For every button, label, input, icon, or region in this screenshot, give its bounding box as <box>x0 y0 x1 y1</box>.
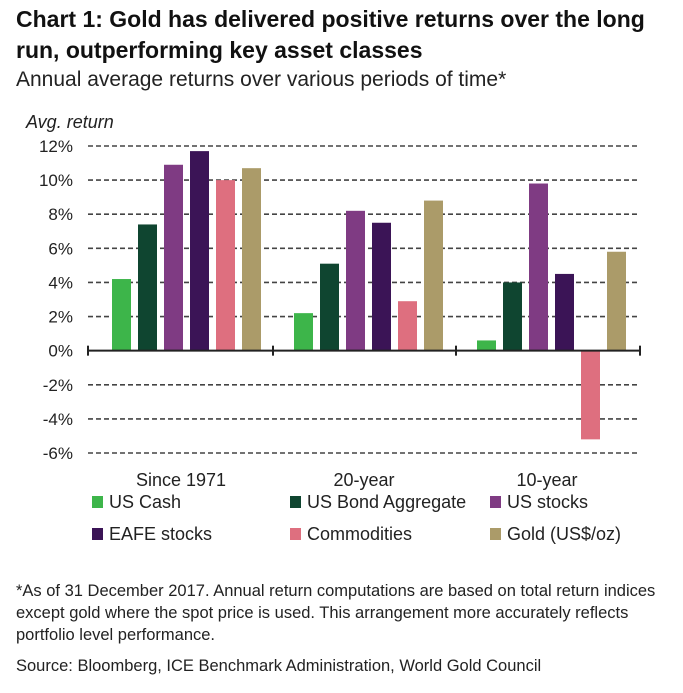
bar-eafe-stocks-1 <box>372 222 391 351</box>
legend-label: EAFE stocks <box>109 524 212 544</box>
bar-us-stocks-0 <box>164 164 183 351</box>
legend-label: Commodities <box>307 524 412 544</box>
legend-swatch <box>290 496 301 508</box>
bar-commodities-2 <box>581 350 600 440</box>
y-tick-label: 8% <box>48 205 73 224</box>
legend-swatch <box>92 528 103 540</box>
bar-gold-us-oz--0 <box>242 168 261 351</box>
bar-us-stocks-2 <box>529 183 548 351</box>
chart-subtitle: Annual average returns over various peri… <box>16 68 507 91</box>
y-axis-label: Avg. return <box>25 112 114 132</box>
chart-title: Chart 1: Gold has delivered positive ret… <box>16 6 645 63</box>
legend-swatch <box>92 496 103 508</box>
bar-us-bond-aggregate-2 <box>503 282 522 351</box>
legend-label: US stocks <box>507 492 588 512</box>
y-tick-label: 0% <box>48 342 73 361</box>
legend-swatch <box>490 528 501 540</box>
x-category-label: 20-year <box>333 470 394 490</box>
bar-gold-us-oz--1 <box>424 200 443 351</box>
y-tick-label: 6% <box>48 239 73 258</box>
bar-us-cash-2 <box>477 340 496 351</box>
bar-eafe-stocks-0 <box>190 151 209 351</box>
y-tick-label: -4% <box>43 410 73 429</box>
y-tick-label: 10% <box>39 171 73 190</box>
y-tick-label: 2% <box>48 308 73 327</box>
legend-label: US Cash <box>109 492 181 512</box>
legend-swatch <box>490 496 501 508</box>
bar-us-bond-aggregate-0 <box>138 224 157 351</box>
bar-commodities-1 <box>398 301 417 351</box>
bar-eafe-stocks-2 <box>555 273 574 351</box>
y-tick-label: 4% <box>48 273 73 292</box>
x-category-label: 10-year <box>516 470 577 490</box>
legend-swatch <box>290 528 301 540</box>
legend-label: Gold (US$/oz) <box>507 524 621 544</box>
y-tick-label: 12% <box>39 137 73 156</box>
footnote: *As of 31 December 2017. Annual return c… <box>16 582 656 644</box>
x-category-label: Since 1971 <box>136 470 226 490</box>
bar-us-cash-1 <box>294 313 313 351</box>
bar-chart: Avg. return 12% 10% 8% 6% 4% 2% 0% -2% -4% -6% Sinc… <box>25 112 641 544</box>
bar-us-cash-0 <box>112 279 131 351</box>
source-note: Source: Bloomberg, ICE Benchmark Adminis… <box>16 657 542 675</box>
legend-label: US Bond Aggregate <box>307 492 466 512</box>
y-tick-label: -2% <box>43 376 73 395</box>
bar-us-stocks-1 <box>346 210 365 351</box>
bar-gold-us-oz--2 <box>607 251 626 351</box>
bar-commodities-0 <box>216 180 235 351</box>
bar-us-bond-aggregate-1 <box>320 263 339 351</box>
y-tick-label: -6% <box>43 444 73 463</box>
